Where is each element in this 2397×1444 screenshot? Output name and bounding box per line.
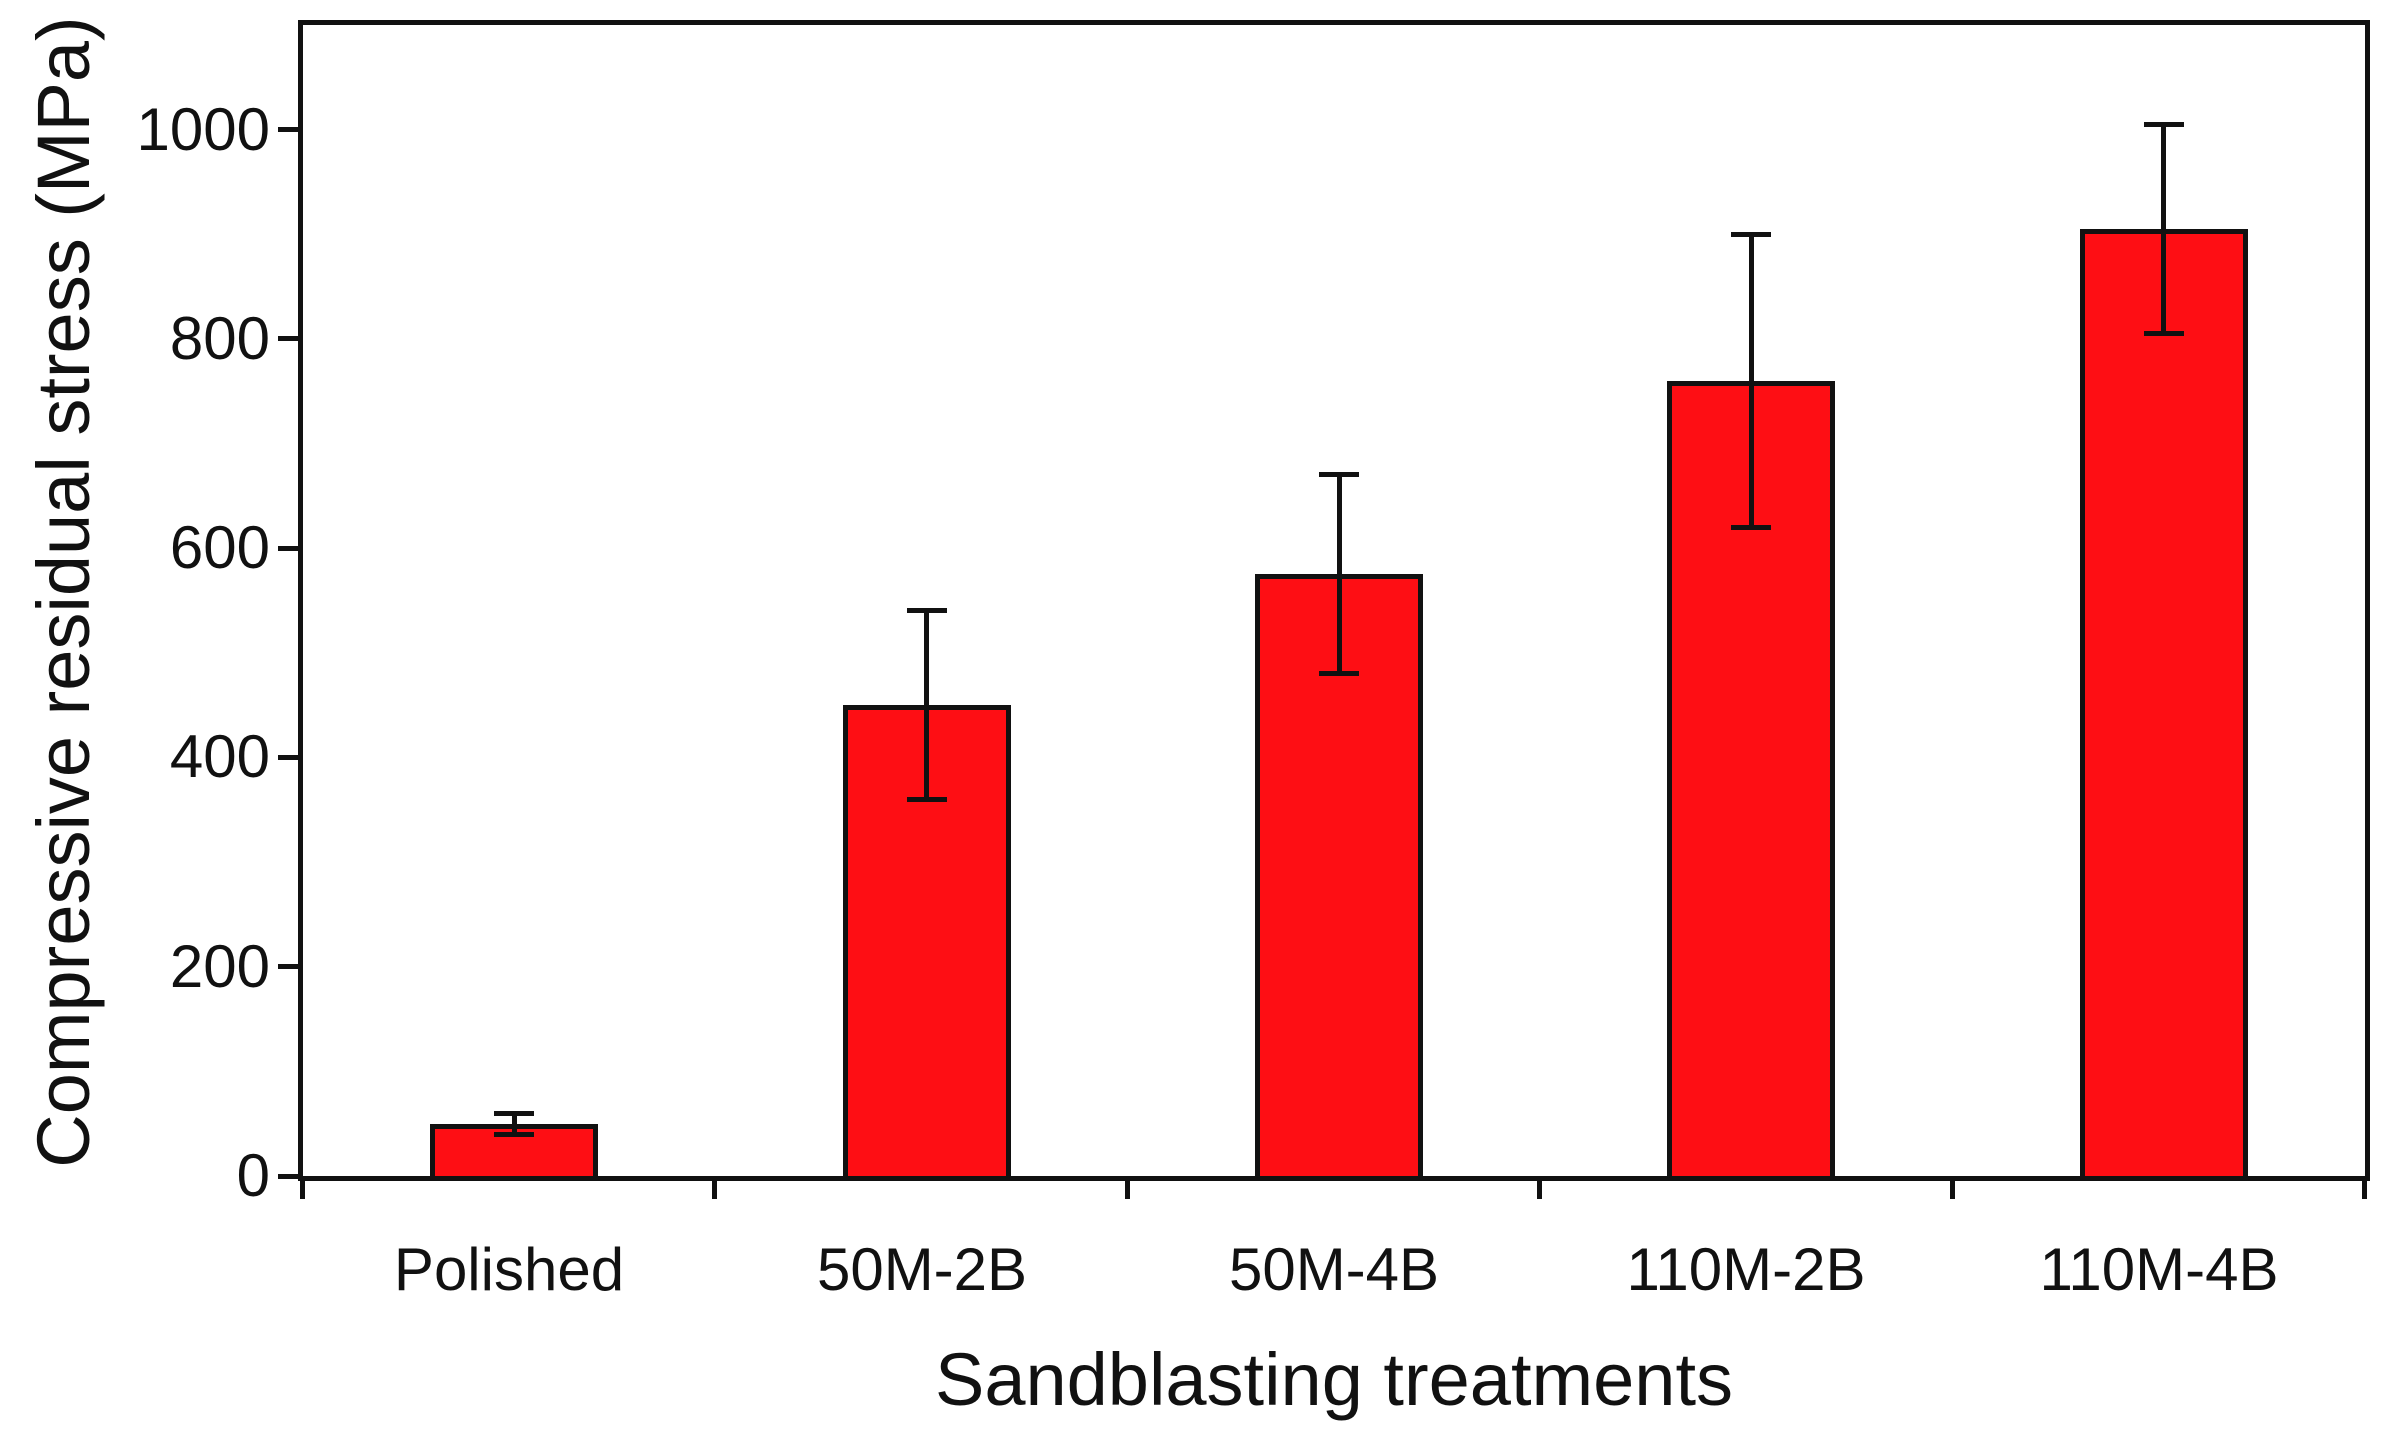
error-cap-bottom-50m-4b: [1319, 671, 1359, 676]
error-bar-polished: [512, 1113, 517, 1134]
bar-110m-2b: [1667, 381, 1835, 1181]
error-bar-110m-2b: [1749, 234, 1754, 527]
x-tick-0: [300, 1181, 305, 1199]
y-tick-200: [278, 964, 298, 969]
x-category-label-50m-4b: 50M-4B: [1228, 1236, 1440, 1303]
y-tick-label-0: 0: [236, 1142, 270, 1209]
y-tick-label-400: 400: [169, 723, 270, 790]
x-tick-4: [1950, 1181, 1955, 1199]
x-category-label-50m-2b: 50M-2B: [816, 1236, 1028, 1303]
error-cap-top-110m-4b: [2144, 122, 2184, 127]
x-axis-title: Sandblasting treatments: [934, 1338, 1734, 1421]
y-tick-800: [278, 336, 298, 341]
y-tick-label-800: 800: [169, 305, 270, 372]
x-category-label-110m-2b: 110M-2B: [1626, 1236, 1866, 1303]
x-tick-3: [1537, 1181, 1542, 1199]
y-tick-label-1000: 1000: [136, 96, 270, 163]
y-tick-0: [278, 1174, 298, 1179]
error-cap-top-110m-2b: [1731, 232, 1771, 237]
y-tick-label-200: 200: [169, 933, 270, 1000]
plot-area: [298, 20, 2370, 1181]
error-cap-top-50m-2b: [907, 608, 947, 613]
error-cap-bottom-50m-2b: [907, 797, 947, 802]
x-tick-1: [712, 1181, 717, 1199]
y-tick-600: [278, 546, 298, 551]
error-cap-bottom-110m-4b: [2144, 331, 2184, 336]
error-bar-110m-4b: [2161, 124, 2166, 333]
error-bar-50m-4b: [1337, 475, 1342, 674]
error-bar-50m-2b: [924, 611, 929, 799]
error-cap-top-50m-4b: [1319, 472, 1359, 477]
x-category-label-polished: Polished: [393, 1236, 625, 1303]
y-tick-label-600: 600: [169, 514, 270, 581]
y-tick-400: [278, 755, 298, 760]
error-cap-bottom-polished: [494, 1132, 534, 1137]
x-category-label-110m-4b: 110M-4B: [2039, 1236, 2279, 1303]
bar-110m-4b: [2080, 229, 2248, 1181]
x-tick-2: [1125, 1181, 1130, 1199]
y-tick-1000: [278, 127, 298, 132]
x-tick-5: [2362, 1181, 2367, 1199]
error-cap-bottom-110m-2b: [1731, 525, 1771, 530]
error-cap-top-polished: [494, 1111, 534, 1116]
